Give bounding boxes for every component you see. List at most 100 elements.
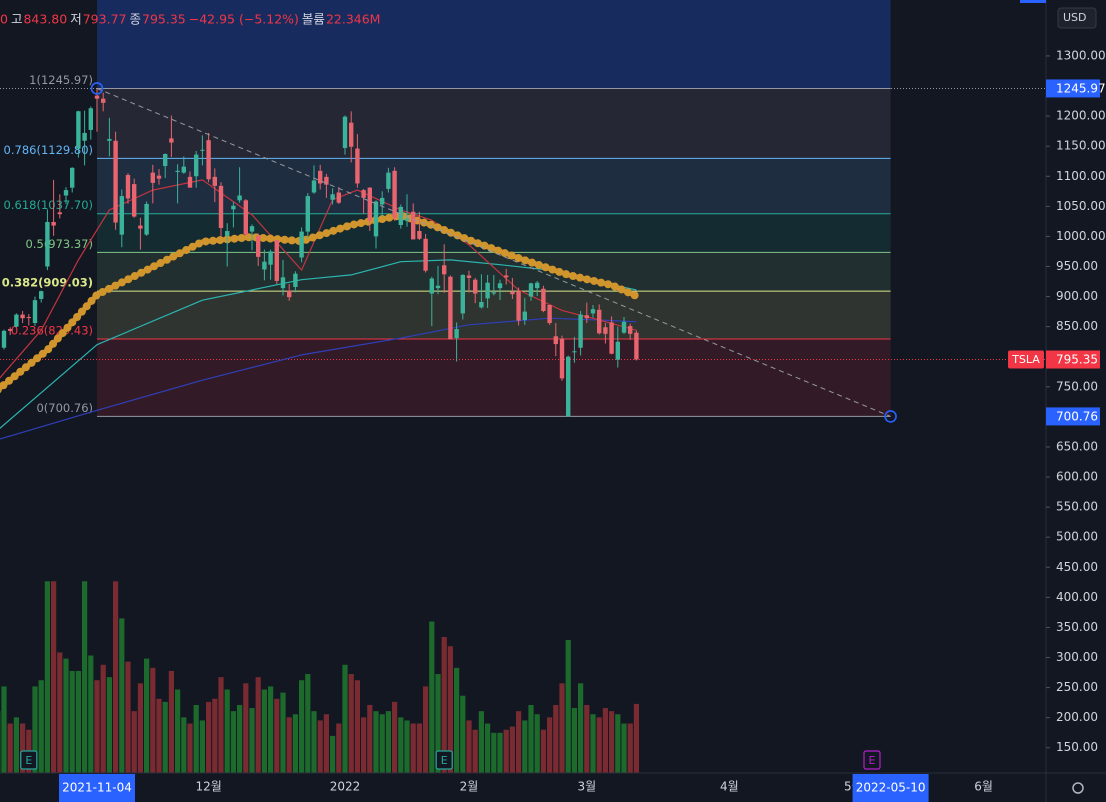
- y-tick-label: 300.00: [1056, 650, 1098, 664]
- candle-body: [398, 206, 403, 225]
- candle-body: [590, 309, 596, 314]
- candle-body: [324, 176, 329, 185]
- candle-body: [256, 235, 261, 257]
- candle-body: [411, 211, 416, 240]
- price-tag: [1046, 407, 1100, 426]
- candle-body: [175, 170, 180, 173]
- date-tag: [852, 774, 929, 802]
- settings-icon[interactable]: [1072, 782, 1084, 794]
- volume-bar: [292, 714, 298, 773]
- candle-body: [125, 175, 131, 199]
- candle-body: [615, 341, 620, 360]
- volume-bar: [106, 677, 112, 773]
- candle-body: [45, 221, 50, 267]
- volume-bar: [615, 714, 621, 773]
- candle-body: [138, 225, 143, 229]
- candle-body: [1, 330, 7, 348]
- volume-bar: [94, 680, 100, 773]
- candle-body: [20, 314, 25, 319]
- candle-body: [510, 291, 515, 295]
- header-value: 843.80: [23, 12, 67, 27]
- y-tick-label: 1300.00: [1056, 48, 1106, 62]
- earnings-marker: [435, 750, 453, 770]
- candle-body: [88, 108, 93, 130]
- price-tag-label: 1245.97: [1056, 81, 1106, 95]
- volume-bar: [553, 704, 559, 773]
- candle-body: [150, 172, 155, 183]
- currency-label[interactable]: USD: [1063, 11, 1087, 24]
- x-tick-label: 2월: [460, 780, 479, 794]
- earnings-label: E: [25, 754, 32, 767]
- volume-bar: [137, 683, 143, 773]
- volume-bar: [268, 686, 274, 773]
- volume-bar: [57, 652, 63, 773]
- volume-bar: [584, 704, 590, 773]
- candle-body: [392, 170, 397, 218]
- volume-bar: [75, 670, 81, 773]
- y-tick-label: 750.00: [1056, 379, 1098, 393]
- volume-bar: [230, 711, 236, 773]
- header-value: 793.77: [83, 12, 127, 27]
- volume-bar: [51, 581, 57, 773]
- currency-button[interactable]: [1057, 7, 1097, 29]
- volume-bar: [385, 711, 391, 773]
- candle-body: [287, 290, 292, 298]
- y-tick-label: 250.00: [1056, 680, 1098, 694]
- candle-body: [559, 338, 565, 379]
- candle-body: [194, 154, 199, 177]
- candle-body: [584, 315, 589, 319]
- earnings-marker: [863, 750, 881, 770]
- candle-body: [386, 172, 391, 189]
- series-tag: [1008, 350, 1044, 369]
- candle-body: [262, 261, 267, 270]
- header-label: 볼륨: [302, 12, 325, 27]
- volume-bar: [280, 692, 286, 773]
- candle-body: [528, 283, 534, 297]
- candle-body: [39, 291, 44, 299]
- candle-body: [119, 196, 124, 235]
- y-tick-label: 1150.00: [1056, 139, 1106, 153]
- volume-bar: [20, 723, 26, 773]
- moving-average-dots: [0, 211, 641, 394]
- candle-body: [63, 190, 69, 196]
- x-tick-label: 4월: [720, 780, 739, 794]
- volume-bar: [336, 723, 342, 773]
- earnings-label: E: [441, 754, 448, 767]
- volume-bar: [317, 720, 323, 773]
- candle-body: [535, 282, 540, 289]
- volume-bar: [243, 683, 249, 773]
- candle-body: [367, 187, 372, 221]
- volume-bar: [13, 717, 19, 773]
- volume-bar: [559, 683, 565, 773]
- candle-body: [504, 275, 509, 278]
- volume-bar: [193, 704, 199, 773]
- volume-bar: [609, 711, 615, 773]
- settings-icon[interactable]: [1072, 782, 1084, 794]
- earnings-label: E: [869, 754, 876, 767]
- volume-bar: [286, 717, 292, 773]
- volume-bar: [100, 664, 106, 773]
- header-value: 22.346M: [326, 12, 381, 27]
- y-tick-label: 650.00: [1056, 439, 1098, 453]
- volume-bar: [503, 729, 509, 773]
- header-label: 저: [70, 12, 82, 27]
- candle-body: [380, 197, 385, 205]
- header-change: −42.95 (−5.12%): [189, 12, 299, 27]
- candle-body: [429, 278, 434, 294]
- candle-body: [14, 314, 19, 327]
- candle-body: [547, 304, 552, 324]
- volume-bar: [125, 661, 131, 773]
- candle-body: [156, 175, 162, 179]
- volume-bar: [224, 689, 230, 773]
- volume-bar: [255, 677, 261, 773]
- volume-bar: [299, 680, 305, 773]
- volume-bar: [528, 704, 534, 773]
- candle-body: [225, 230, 230, 236]
- fib-label: 0.618(1037.70): [4, 198, 93, 212]
- y-tick-label: 350.00: [1056, 620, 1098, 634]
- header-label: 종: [129, 12, 141, 27]
- volume-bar: [168, 670, 174, 773]
- volume-bar: [367, 704, 373, 773]
